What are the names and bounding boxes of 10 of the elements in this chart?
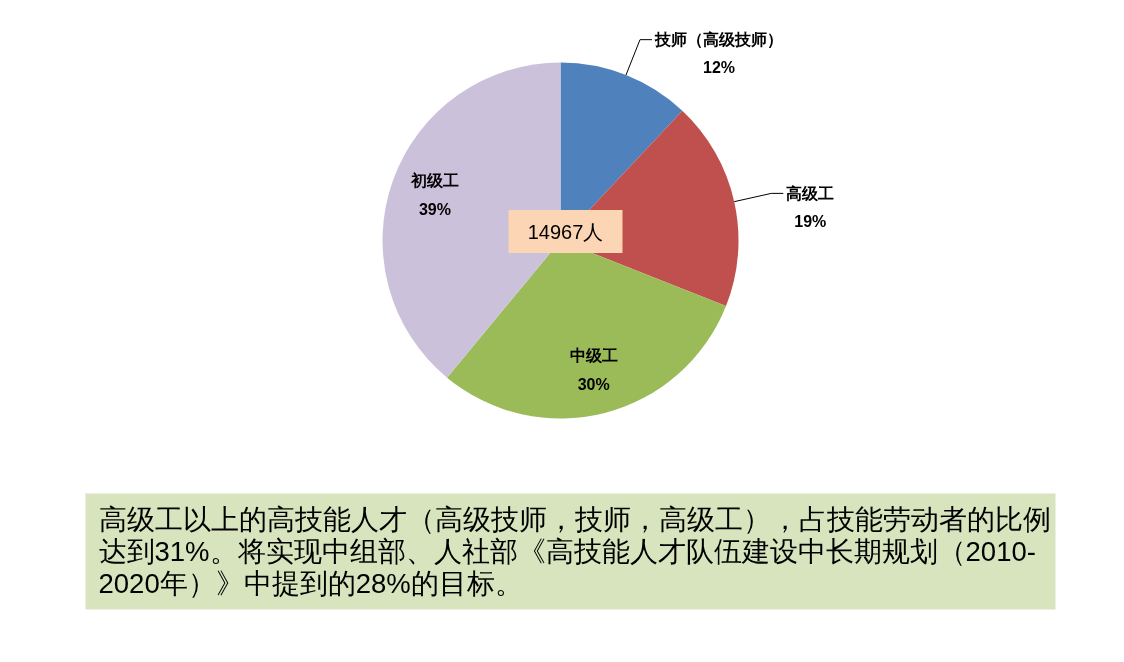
data-label: 12% [703, 59, 736, 77]
data-label: 19% [794, 212, 827, 230]
slice-label: 技师（高级技师） [654, 30, 784, 50]
slice-label: 中级工 [569, 346, 618, 364]
data-label: 30% [577, 375, 610, 393]
data-label: 39% [418, 201, 451, 219]
slice-label: 初级工 [409, 172, 459, 190]
slice-label: 高级工 [786, 183, 835, 202]
text: 高级工以上的高技能人才（高级技师，技师，高级工），占技能劳动者的比例达到31%。将实现中组部、人社部《高技能人才队伍建设中长期规划（2010-2020年）》中提到的28%的目标。 [98, 504, 1051, 599]
text: 14967人 [527, 220, 604, 243]
